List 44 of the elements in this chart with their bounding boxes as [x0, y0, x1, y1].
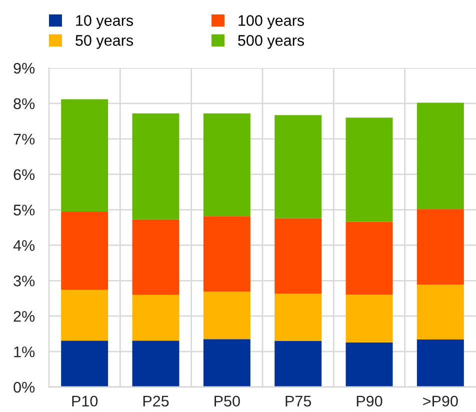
bar	[346, 222, 393, 294]
bar	[203, 292, 250, 340]
x-tick-label: P50	[214, 396, 240, 407]
bar	[416, 209, 464, 285]
bar	[274, 218, 322, 294]
bar	[346, 118, 393, 222]
x-tick-label: >P90	[423, 396, 458, 407]
y-tick-label: 6%	[14, 169, 35, 180]
bar	[346, 342, 393, 387]
bar	[274, 340, 322, 387]
bar	[132, 294, 180, 341]
x-tick-label: P75	[286, 396, 312, 407]
bar	[346, 294, 393, 342]
legend-label: 500 years	[238, 35, 304, 49]
bar	[61, 340, 108, 387]
bar	[61, 99, 108, 212]
legend-label: 100 years	[238, 15, 304, 29]
bar	[61, 212, 108, 290]
y-tick-label: 9%	[14, 62, 35, 74]
x-tick-label: P10	[72, 396, 98, 407]
x-tick-label: P25	[143, 396, 169, 407]
y-tick-label: 3%	[14, 276, 35, 286]
y-tick-label: 8%	[14, 98, 35, 110]
bar	[416, 284, 464, 340]
bar	[132, 113, 180, 220]
bar	[203, 216, 250, 292]
bar	[274, 294, 322, 341]
y-tick-label: 2%	[14, 310, 35, 322]
bar	[203, 113, 250, 216]
bar	[132, 219, 180, 295]
bar	[274, 115, 322, 218]
y-tick-label: 5%	[14, 204, 35, 216]
legend-label: 50 years	[76, 35, 134, 49]
bar	[416, 102, 464, 210]
bar	[203, 339, 250, 387]
y-tick-label: 4%	[13, 240, 35, 251]
y-tick-label: 1%	[14, 346, 35, 358]
bar	[416, 340, 464, 387]
legend-label: 10 years	[76, 15, 134, 29]
y-tick-label: 7%	[14, 134, 35, 145]
x-tick-label: P90	[356, 396, 382, 407]
y-tick-label: 0%	[14, 382, 35, 393]
bar	[132, 340, 180, 387]
bar	[61, 290, 108, 341]
